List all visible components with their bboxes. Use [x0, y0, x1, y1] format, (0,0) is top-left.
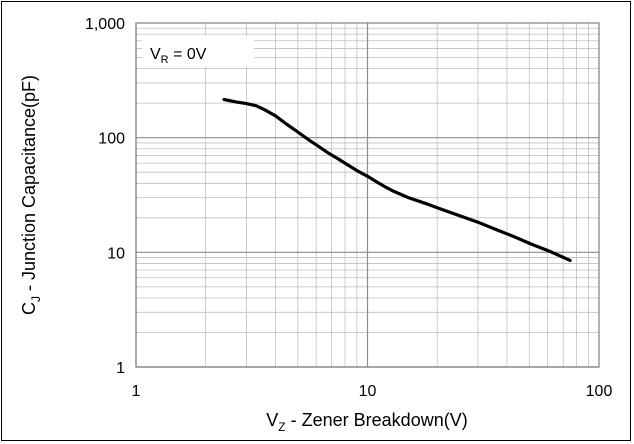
- annotation-text: VR = 0V: [150, 46, 207, 66]
- series-group: [222, 97, 572, 262]
- plot-border: [135, 22, 600, 368]
- x-tick-label: 10: [359, 383, 377, 400]
- y-tick-label: 1: [116, 360, 125, 377]
- series-line: [222, 97, 572, 262]
- y-tick-label: 100: [98, 131, 125, 148]
- y-axis-label: CJ - Junction Capacitance(pF): [19, 75, 43, 315]
- x-tick-label: 100: [586, 383, 613, 400]
- y-tick-labels: 1 10 100 1,000: [85, 16, 125, 377]
- y-tick-label: 10: [107, 245, 125, 262]
- x-axis-label: VZ - Zener Breakdown(V): [266, 410, 467, 434]
- annotation-box: VR = 0V: [142, 36, 254, 66]
- x-tick-labels: 1 10 100: [132, 383, 613, 400]
- y-tick-label: 1,000: [85, 16, 125, 33]
- x-tick-label: 1: [132, 383, 141, 400]
